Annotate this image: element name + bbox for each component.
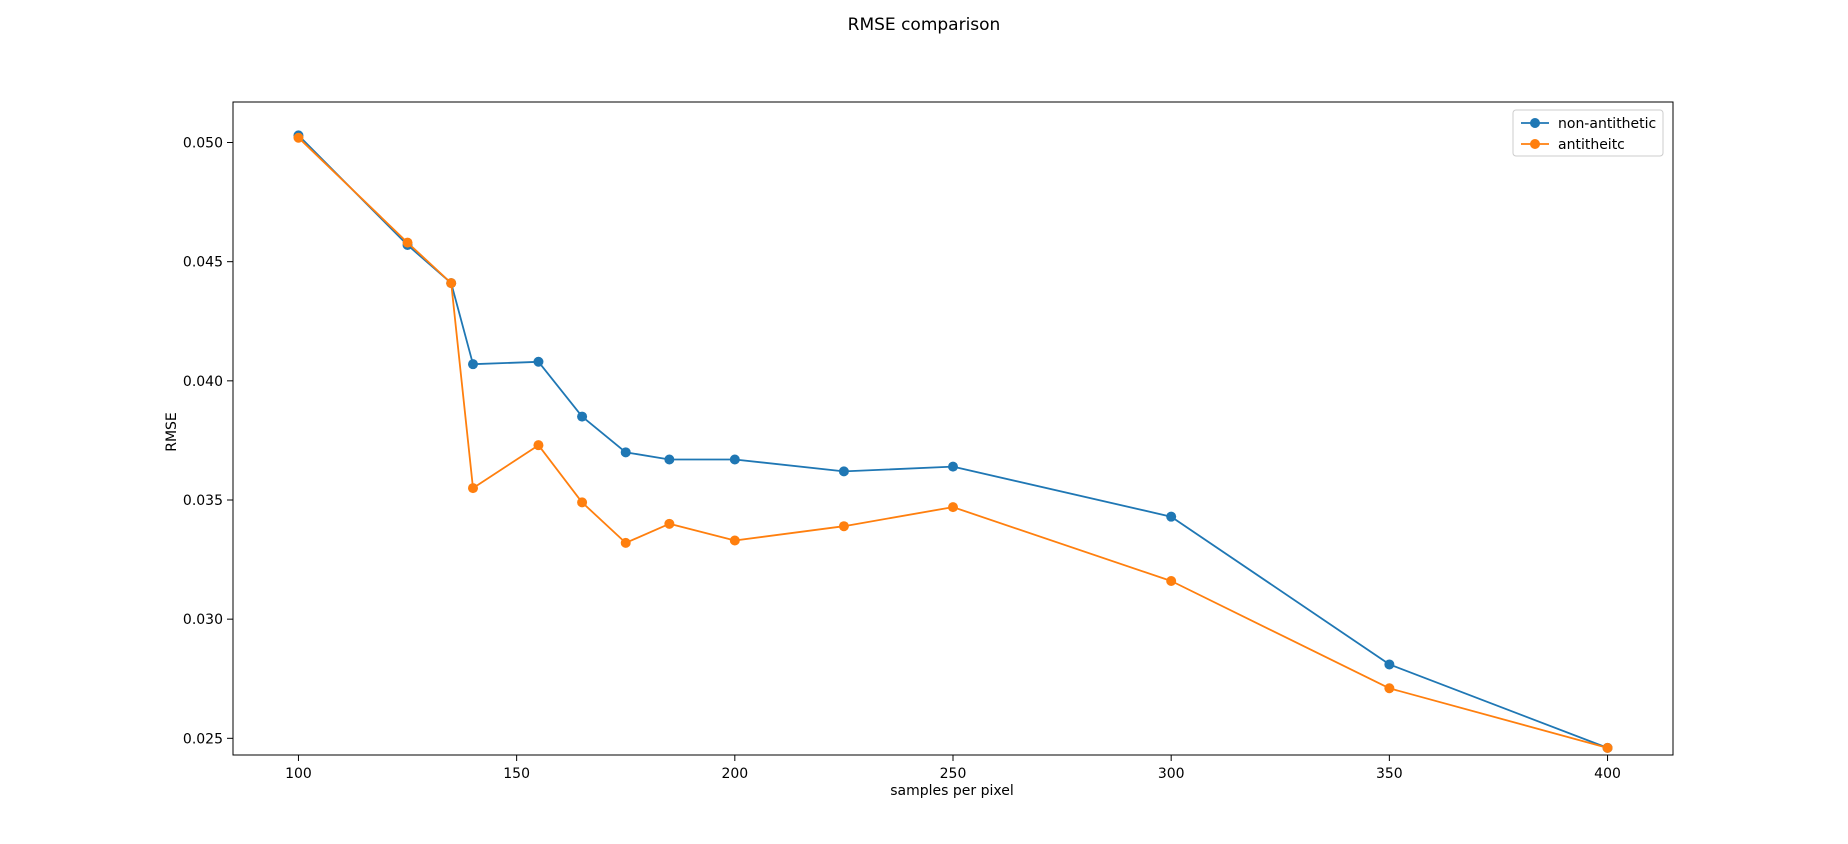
data-point — [577, 497, 588, 508]
data-point — [664, 454, 675, 465]
series-2 — [293, 132, 1613, 753]
y-tick-label: 0.030 — [183, 612, 223, 628]
data-point — [838, 521, 849, 532]
data-point — [402, 237, 413, 248]
legend: non-antithetic antitheitc — [1512, 109, 1664, 157]
data-point — [620, 447, 631, 458]
legend-item: antitheitc — [1521, 137, 1625, 153]
data-point — [729, 535, 740, 546]
series-layer — [293, 130, 1613, 753]
legend-label: antitheitc — [1558, 137, 1625, 153]
series-line — [297, 134, 1608, 749]
plot-frame — [232, 101, 1674, 756]
data-point — [620, 537, 631, 548]
y-axis: 0.025 0.030 0.035 0.040 0.045 0.050 — [183, 136, 233, 747]
series-line — [297, 137, 1608, 749]
x-tick-label: 350 — [1376, 766, 1403, 782]
plot-area — [232, 101, 1674, 756]
x-tick-label: 150 — [503, 766, 530, 782]
legend-item: non-antithetic — [1521, 116, 1656, 132]
y-axis-label: RMSE — [164, 412, 180, 452]
legend-marker — [1530, 139, 1540, 149]
data-point — [1166, 576, 1177, 587]
legend-label: non-antithetic — [1558, 116, 1656, 132]
data-point — [577, 411, 588, 422]
data-point — [1384, 659, 1395, 670]
data-point — [664, 518, 675, 529]
series-1 — [293, 130, 1613, 753]
data-point — [533, 440, 544, 451]
y-tick-label: 0.040 — [183, 374, 223, 390]
y-tick-label: 0.045 — [183, 255, 223, 271]
data-point — [533, 356, 544, 367]
data-point — [1602, 742, 1613, 753]
data-point — [468, 359, 478, 370]
data-point — [446, 278, 457, 289]
y-tick-label: 0.025 — [183, 731, 223, 747]
x-axis: 100 150 200 250 300 350 400 — [285, 755, 1621, 782]
x-tick-label: 100 — [285, 766, 312, 782]
data-point — [948, 461, 958, 472]
x-tick-label: 400 — [1594, 766, 1621, 782]
data-point — [293, 132, 304, 143]
data-point — [838, 466, 849, 477]
data-point — [468, 483, 478, 494]
x-tick-label: 300 — [1158, 766, 1185, 782]
data-point — [1166, 511, 1177, 522]
legend-frame — [1512, 109, 1664, 157]
chart-title: RMSE comparison — [848, 15, 1001, 35]
legend-marker — [1530, 118, 1540, 128]
x-tick-label: 200 — [721, 766, 748, 782]
data-point — [729, 454, 740, 465]
x-tick-label: 250 — [940, 766, 967, 782]
y-tick-label: 0.035 — [183, 493, 223, 509]
x-axis-label: samples per pixel — [890, 783, 1013, 799]
y-tick-label: 0.050 — [183, 136, 223, 152]
data-point — [1384, 683, 1395, 694]
data-point — [948, 502, 958, 513]
